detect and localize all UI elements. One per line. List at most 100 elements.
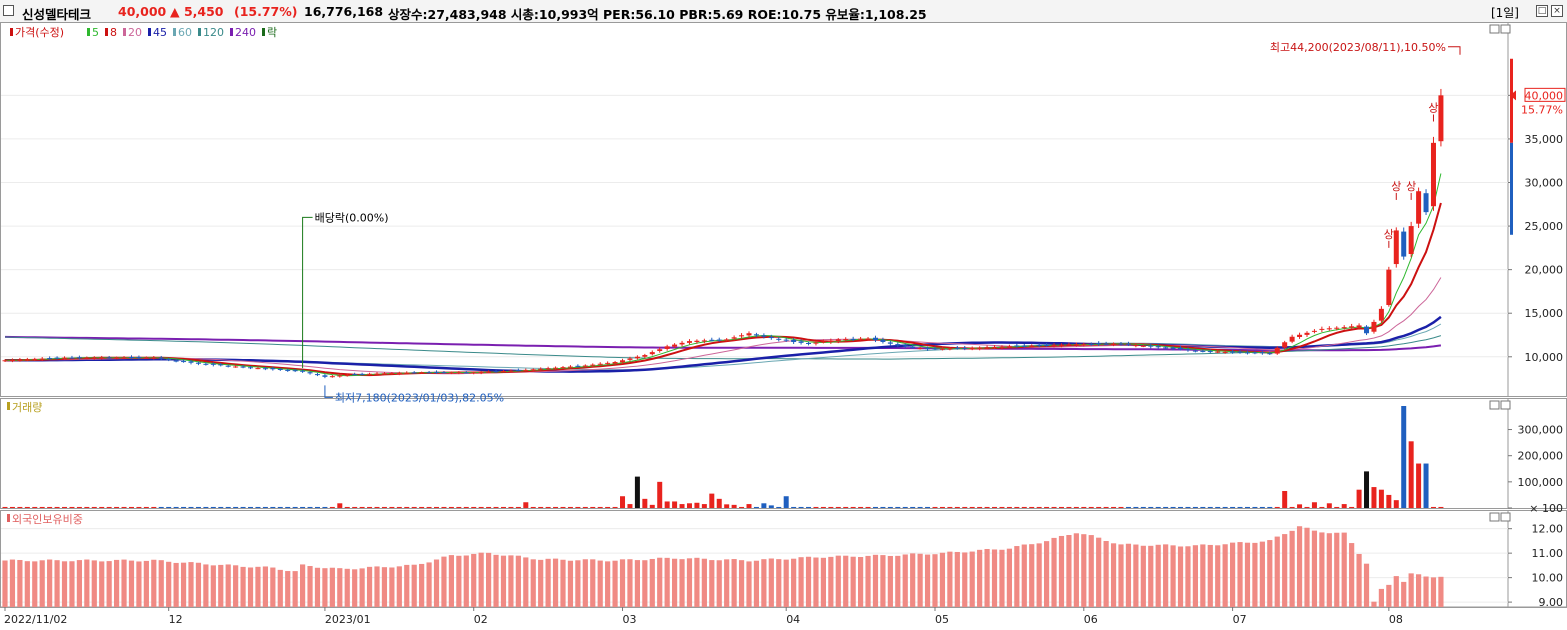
foreign-bar — [627, 559, 633, 607]
candle-body — [984, 347, 990, 349]
foreign-bar — [1363, 563, 1370, 607]
foreign-bar — [173, 562, 179, 607]
candle-body — [17, 359, 23, 361]
foreign-bar — [746, 561, 752, 607]
volume-bar — [1259, 506, 1265, 508]
volume-bar — [1289, 506, 1295, 508]
candle-body — [605, 362, 611, 364]
volume-bar — [1356, 489, 1362, 508]
pane-close-icon[interactable] — [1500, 24, 1511, 34]
volume-bar — [530, 506, 536, 508]
volume-bar — [1386, 494, 1392, 508]
foreign-bar — [567, 560, 574, 607]
volume-bar — [776, 506, 782, 508]
volume-bar — [538, 506, 544, 508]
candle-body — [329, 376, 335, 378]
candle-body — [262, 368, 268, 370]
legend-swatch — [123, 28, 126, 36]
foreign-bar — [448, 555, 454, 607]
volume-bar — [1215, 506, 1221, 508]
foreign-bar — [292, 571, 298, 607]
foreign-bar — [664, 557, 670, 607]
candle-body — [463, 372, 469, 374]
foreign-bar — [463, 555, 469, 607]
legend-swatch — [7, 402, 10, 410]
candle-body — [500, 370, 506, 372]
volume-bar — [1140, 506, 1146, 508]
low-annotation: 최저7,180(2023/01/03),82.05% — [335, 391, 504, 404]
candle-body — [783, 339, 789, 341]
volume-bar — [344, 506, 350, 508]
candle-body — [389, 373, 395, 375]
pane-restore-icon[interactable] — [1489, 24, 1500, 34]
volume-bar — [820, 506, 826, 508]
volume-bar — [233, 506, 239, 508]
close-icon[interactable]: × — [1551, 5, 1563, 17]
foreign-bar — [1416, 574, 1422, 607]
foreign-bar — [805, 556, 812, 607]
volume-bar — [307, 506, 313, 508]
foreign-bar — [47, 559, 53, 607]
maximize-icon[interactable]: □ — [1536, 5, 1548, 17]
candle-body — [248, 367, 254, 369]
volume-bar — [1244, 506, 1250, 508]
candle-body — [151, 357, 157, 359]
stock-name: 신성델타테크 — [22, 7, 92, 22]
pane-close-icon[interactable] — [1500, 512, 1511, 522]
candle-body — [419, 372, 425, 374]
foreign-bar — [939, 552, 946, 607]
foreign-bar — [240, 566, 246, 607]
volume-bar — [605, 506, 611, 508]
volume-bar — [768, 505, 774, 508]
candle-body — [1378, 308, 1384, 321]
volume-bar — [672, 501, 678, 508]
volume-bar — [731, 504, 737, 508]
volume-bar — [1118, 506, 1124, 508]
volume-bar — [2, 506, 8, 508]
pane-restore-icon[interactable] — [1489, 512, 1500, 522]
foreign-bar — [642, 560, 648, 607]
volume-bar — [367, 506, 373, 508]
candle-body — [902, 345, 908, 347]
candle-body — [448, 372, 454, 374]
foreign-bar — [285, 571, 291, 607]
foreign-bar — [991, 549, 998, 607]
volume-bar — [634, 476, 640, 508]
select-checkbox[interactable] — [3, 5, 14, 16]
period-selector[interactable]: [1일] — [1490, 6, 1519, 20]
volume-bar — [411, 506, 417, 508]
candle-body — [1230, 351, 1236, 353]
volume-bar — [761, 503, 767, 508]
x-tick-label: 2022/11/02 — [4, 613, 67, 626]
volume-bar — [441, 506, 447, 508]
foreign-bar — [1371, 601, 1377, 607]
pane-close-icon[interactable] — [1500, 400, 1511, 410]
candle-body — [880, 339, 886, 342]
volume-bar — [1192, 506, 1198, 508]
candle-body — [1326, 328, 1332, 330]
axis-down-range — [1510, 142, 1513, 235]
foreign-bar — [508, 555, 514, 607]
legend-swatch — [148, 28, 151, 36]
price-legend-item: 가격(수정) — [15, 26, 64, 39]
volume-bar — [1044, 506, 1050, 508]
ma120-line — [4, 335, 1442, 360]
volume-bar — [880, 506, 886, 508]
ma5-line — [4, 173, 1442, 377]
volume-bar — [404, 506, 410, 508]
volume-bar — [567, 506, 573, 508]
candle-body — [166, 359, 172, 361]
foreign-bar — [924, 554, 931, 607]
candle-body — [1044, 345, 1050, 347]
volume-bar — [575, 506, 581, 508]
pane-restore-icon[interactable] — [1489, 400, 1500, 410]
candle-body — [642, 355, 648, 357]
price-change-pct: (15.77%) — [234, 4, 298, 19]
volume-bar — [195, 506, 201, 508]
foreign-bar — [247, 567, 254, 607]
foreign-bar — [902, 554, 908, 607]
foreign-bar — [1259, 541, 1265, 607]
foreign-bar — [195, 562, 202, 607]
candle-body — [545, 368, 551, 370]
volume-bar — [620, 496, 626, 508]
